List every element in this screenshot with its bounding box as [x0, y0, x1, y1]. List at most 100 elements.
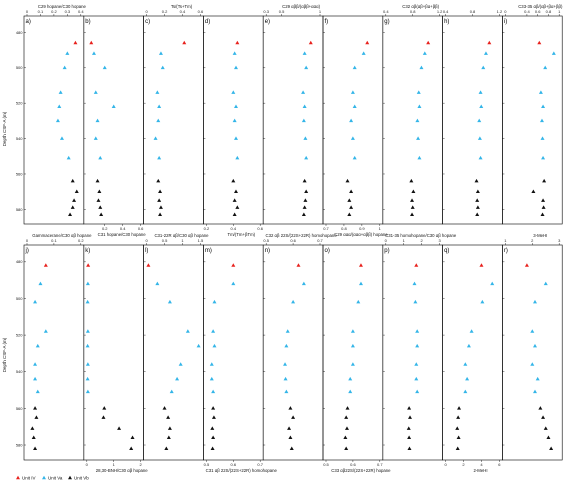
x-tick-label: 0.4	[78, 9, 84, 14]
data-point	[541, 104, 546, 109]
data-point	[158, 212, 163, 216]
data-point	[406, 426, 411, 430]
panel-letter: j)	[25, 248, 29, 254]
data-point	[233, 104, 238, 109]
x-tick-label: 1.2	[437, 9, 443, 14]
x-tick-label: 0.6	[535, 9, 541, 14]
x-tick-label: 0.2	[78, 238, 84, 243]
panel-letter: h)	[444, 19, 449, 25]
data-point	[475, 189, 480, 193]
panel-letter: c)	[145, 19, 150, 25]
panel-frame	[262, 244, 324, 461]
data-point	[162, 406, 167, 410]
data-point	[414, 362, 419, 366]
data-point	[155, 281, 160, 286]
x-tick-label: 0.2	[162, 9, 168, 14]
data-point	[304, 65, 309, 70]
data-point	[89, 40, 94, 45]
x-tick-label: 0.8	[341, 226, 347, 231]
legend-label: Unit Va	[48, 476, 63, 481]
data-point	[463, 389, 468, 394]
x-tick-label: 0.5	[323, 462, 329, 467]
data-point	[288, 435, 293, 439]
data-point	[209, 376, 214, 381]
data-point	[487, 40, 492, 45]
data-point	[196, 343, 201, 348]
data-point	[303, 198, 308, 202]
data-point	[296, 263, 301, 267]
data-point	[551, 51, 556, 55]
x-tick-label: 1	[181, 238, 184, 243]
data-point	[158, 189, 163, 193]
x-tick-label: 1	[504, 238, 507, 243]
data-point	[490, 281, 495, 286]
x-tick-label: 0.4	[383, 9, 389, 14]
data-point	[57, 104, 62, 109]
data-point	[538, 406, 543, 410]
data-point	[475, 212, 480, 216]
panel-frame	[502, 244, 563, 461]
x-tick-label: 2	[139, 462, 142, 467]
x-tick-label: 0.4	[231, 226, 237, 231]
data-point	[95, 178, 100, 183]
data-point	[539, 118, 544, 123]
data-point	[407, 435, 412, 439]
data-point	[541, 155, 546, 160]
data-point	[302, 178, 307, 183]
data-point	[43, 329, 48, 333]
data-point	[146, 263, 151, 267]
data-point	[365, 40, 370, 45]
x-tick-label: 0.5	[204, 462, 210, 467]
data-point	[478, 90, 483, 94]
data-point	[160, 65, 165, 70]
data-point	[358, 263, 363, 267]
x-tick-label: 0.9	[359, 226, 365, 231]
data-point	[350, 136, 355, 140]
data-point	[166, 415, 171, 419]
data-point	[85, 343, 90, 348]
data-point	[410, 205, 415, 209]
x-tick-label: 4	[480, 462, 483, 467]
data-point	[285, 329, 290, 333]
data-point	[410, 198, 415, 202]
y-tick-label: 540	[16, 136, 23, 141]
data-point	[233, 189, 238, 193]
data-point	[541, 198, 546, 202]
data-point	[414, 263, 419, 267]
panel-frame	[502, 15, 563, 225]
x-tick-label: 0.5	[279, 9, 285, 14]
panel-q: q) 0 2 4 6 2-MeHI	[442, 244, 503, 473]
data-point	[541, 205, 546, 209]
data-point	[538, 90, 543, 94]
data-point	[543, 281, 548, 286]
x-tick-label: 0.6	[231, 462, 237, 467]
panel-bottom-label: 28,30-BNH/C30 αβ hopane	[96, 468, 149, 473]
data-point	[231, 90, 236, 94]
data-point	[111, 104, 116, 109]
data-point	[301, 212, 306, 216]
data-point	[287, 426, 292, 430]
data-point	[167, 426, 172, 430]
data-point	[417, 155, 422, 160]
x-tick-label: 0.6	[198, 9, 204, 14]
data-point	[231, 263, 236, 267]
data-point	[85, 362, 90, 366]
panel-bottom-label: C31 hopane/C30 hopane	[98, 232, 147, 237]
data-point	[469, 329, 474, 333]
data-point	[457, 406, 462, 410]
data-point	[410, 212, 415, 216]
data-point	[210, 446, 215, 450]
data-point	[352, 104, 357, 109]
data-point	[532, 343, 537, 348]
data-point	[414, 376, 419, 381]
data-point	[130, 435, 135, 439]
y-tick-label: 500	[16, 65, 23, 70]
x-tick-label: 0.3	[263, 9, 269, 14]
data-point	[85, 376, 90, 381]
data-point	[456, 415, 461, 419]
data-point	[34, 415, 39, 419]
data-point	[415, 118, 420, 123]
